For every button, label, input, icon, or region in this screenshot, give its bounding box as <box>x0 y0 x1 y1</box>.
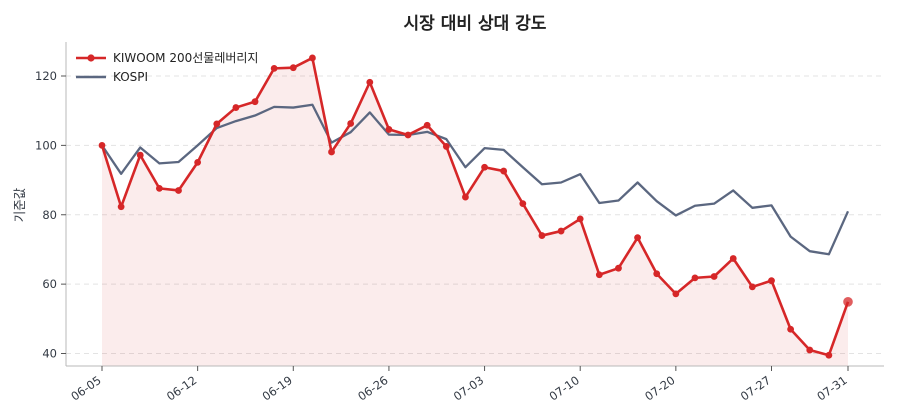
legend-marker-kiwoom <box>87 54 95 62</box>
data-point-kiwoom-last <box>843 297 853 307</box>
data-point-kiwoom <box>748 283 756 291</box>
data-point-kiwoom <box>787 325 795 333</box>
data-point-kiwoom <box>251 98 259 106</box>
y-axis-title: 기준값 <box>12 187 27 222</box>
series-line-kospi <box>101 103 850 256</box>
data-point-kiwoom <box>557 227 565 235</box>
series-line-kiwoom <box>100 56 850 357</box>
data-point-kiwoom <box>98 141 106 149</box>
data-point-kiwoom <box>576 215 584 223</box>
data-point-kiwoom <box>519 200 527 208</box>
data-point-kiwoom <box>634 234 641 242</box>
data-point-kiwoom <box>538 232 546 239</box>
data-point-kiwoom <box>500 167 508 175</box>
data-point-kiwoom <box>672 290 680 298</box>
data-point-kiwoom <box>462 193 469 201</box>
data-point-kiwoom <box>691 274 699 282</box>
data-point-kiwoom <box>213 120 221 128</box>
x-tick-label: 07-10 <box>547 373 582 404</box>
legend-label-kiwoom: KIWOOM 200선물레버리지 <box>113 51 258 65</box>
data-point-kiwoom <box>481 163 488 171</box>
x-tick-label: 06-19 <box>260 373 295 404</box>
y-tick-label: 80 <box>42 208 57 222</box>
x-tick-label: 06-12 <box>164 373 199 404</box>
data-point-kiwoom <box>328 148 335 156</box>
data-point-kiwoom <box>347 120 355 127</box>
data-point-kiwoom <box>729 255 737 262</box>
y-tick-label: 60 <box>42 277 57 291</box>
series-layer <box>98 54 853 359</box>
chart-title: 시장 대비 상대 강도 <box>404 14 547 34</box>
data-point-kiwoom <box>366 78 374 86</box>
y-tick-label: 100 <box>35 138 57 152</box>
axes <box>65 42 884 367</box>
data-point-kiwoom <box>385 126 393 133</box>
data-point-kiwoom <box>806 346 814 354</box>
x-tick-label: 07-31 <box>814 373 849 404</box>
legend: KIWOOM 200선물레버리지 KOSPI <box>76 51 258 84</box>
data-point-kiwoom <box>289 64 297 72</box>
data-point-kiwoom <box>117 203 125 211</box>
data-point-kiwoom <box>232 104 240 111</box>
x-tick-label: 07-03 <box>451 373 486 404</box>
data-point-kiwoom <box>768 277 775 285</box>
series-area-kiwoom <box>102 57 848 366</box>
data-point-kiwoom <box>423 121 431 129</box>
data-point-kiwoom <box>595 271 603 279</box>
x-tick-label: 06-26 <box>355 373 390 404</box>
data-point-kiwoom <box>309 54 316 62</box>
y-tick-label: 120 <box>35 69 57 83</box>
data-point-kiwoom <box>194 158 202 166</box>
grid-lines <box>66 75 884 355</box>
y-tick-label: 40 <box>42 347 57 361</box>
data-point-kiwoom <box>136 151 144 159</box>
data-point-kiwoom <box>825 351 833 359</box>
x-tick-label: 07-20 <box>642 373 677 404</box>
y-ticks: 40 60 80 100 120 <box>35 69 66 361</box>
data-point-kiwoom <box>653 270 661 278</box>
data-point-kiwoom <box>615 264 622 272</box>
x-ticks: 06-05 06-12 06-19 06-26 07-03 07-10 07-20 07-27… <box>68 366 850 404</box>
data-point-kiwoom <box>155 184 163 192</box>
data-point-kiwoom <box>270 64 278 72</box>
area-fill-layer <box>102 57 848 366</box>
data-point-kiwoom <box>404 131 412 139</box>
data-point-kiwoom <box>175 187 182 194</box>
x-tick-label: 07-27 <box>738 373 773 404</box>
x-tick-label: 06-05 <box>68 373 103 404</box>
legend-label-kospi: KOSPI <box>113 70 148 84</box>
data-point-kiwoom <box>710 273 718 280</box>
data-point-kiwoom <box>442 143 450 150</box>
